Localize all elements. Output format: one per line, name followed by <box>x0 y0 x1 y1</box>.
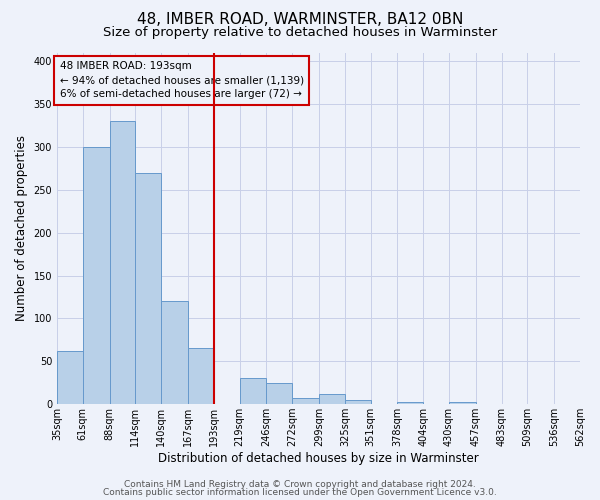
Bar <box>345 400 371 404</box>
Bar <box>188 348 214 404</box>
Bar <box>161 301 188 404</box>
Bar <box>319 394 345 404</box>
Bar <box>110 121 136 404</box>
X-axis label: Distribution of detached houses by size in Warminster: Distribution of detached houses by size … <box>158 452 479 465</box>
Text: Size of property relative to detached houses in Warminster: Size of property relative to detached ho… <box>103 26 497 39</box>
Bar <box>136 172 161 404</box>
Text: 48 IMBER ROAD: 193sqm
← 94% of detached houses are smaller (1,139)
6% of semi-de: 48 IMBER ROAD: 193sqm ← 94% of detached … <box>59 62 304 100</box>
Y-axis label: Number of detached properties: Number of detached properties <box>15 136 28 322</box>
Bar <box>239 378 266 404</box>
Bar <box>83 147 110 404</box>
Text: Contains HM Land Registry data © Crown copyright and database right 2024.: Contains HM Land Registry data © Crown c… <box>124 480 476 489</box>
Bar <box>292 398 319 404</box>
Text: 48, IMBER ROAD, WARMINSTER, BA12 0BN: 48, IMBER ROAD, WARMINSTER, BA12 0BN <box>137 12 463 28</box>
Text: Contains public sector information licensed under the Open Government Licence v3: Contains public sector information licen… <box>103 488 497 497</box>
Bar <box>397 402 423 404</box>
Bar <box>57 351 83 404</box>
Bar <box>449 402 476 404</box>
Bar <box>266 382 292 404</box>
